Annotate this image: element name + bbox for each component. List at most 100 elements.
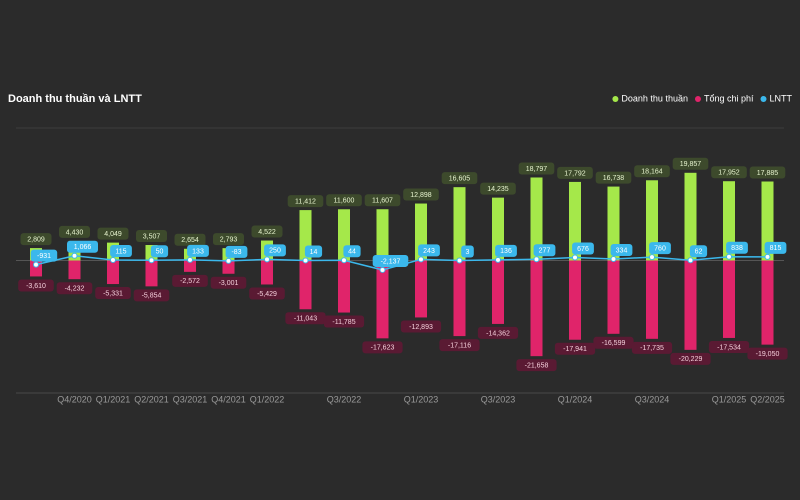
value-label: 334 — [616, 247, 628, 254]
bar — [453, 187, 466, 261]
value-label: 62 — [695, 249, 703, 256]
point — [187, 256, 193, 263]
bar — [222, 260, 235, 274]
point — [110, 256, 116, 263]
bar — [415, 260, 427, 318]
x-tick-label: Q4/2021 — [211, 394, 246, 404]
bar — [684, 260, 697, 350]
bar — [107, 260, 119, 285]
value-label: 250 — [269, 248, 281, 255]
value-label-bg — [133, 289, 170, 302]
value-label-bg — [634, 165, 670, 178]
legend: LNTT Tổng chi phí Doanh thu thuần — [612, 93, 793, 103]
point — [302, 257, 309, 264]
value-label: 2,793 — [220, 237, 238, 244]
value-label-bg — [726, 241, 748, 254]
value-label: 17,952 — [718, 170, 740, 177]
value-label: 4,049 — [104, 231, 122, 238]
point — [456, 257, 463, 264]
value-label: 3,507 — [143, 233, 161, 240]
value-label: 676 — [577, 246, 589, 253]
bar — [261, 260, 273, 285]
value-label: 14 — [310, 249, 318, 256]
value-label: 4,430 — [66, 229, 84, 236]
value-label-bg — [285, 312, 326, 325]
value-label: -3,610 — [26, 283, 46, 290]
value-label-bg — [595, 171, 632, 184]
value-label: 4,522 — [258, 229, 276, 236]
value-label: 11,607 — [372, 198, 393, 205]
point — [687, 257, 694, 264]
value-label: -21,658 — [525, 362, 549, 369]
value-label-bg — [557, 166, 593, 179]
bar — [723, 260, 735, 338]
x-tick-label: Q2/2021 — [134, 394, 169, 404]
bar — [338, 260, 350, 313]
value-label-bg — [304, 245, 323, 258]
bar — [376, 260, 389, 339]
value-label-bg — [461, 245, 474, 258]
value-label: -11,043 — [294, 316, 317, 323]
value-label-bg — [593, 336, 634, 349]
x-tick-label: Q1/2024 — [558, 394, 593, 404]
chart-title: Doanh thu thuần và LNTT — [8, 93, 142, 105]
value-label: 11,412 — [295, 198, 316, 205]
value-label-bg — [554, 342, 596, 355]
value-label-bg — [403, 188, 439, 201]
point — [533, 256, 540, 263]
value-label-bg — [764, 241, 787, 254]
bar — [530, 260, 543, 357]
value-label-bg — [249, 287, 285, 300]
value-label-bg — [136, 230, 167, 243]
value-label-bg — [97, 227, 129, 240]
value-label-bg — [749, 166, 786, 179]
value-label-bg — [150, 245, 169, 258]
bar — [530, 177, 543, 261]
value-label-bg — [747, 347, 788, 360]
value-label: -19,050 — [756, 351, 780, 358]
value-label-bg — [95, 287, 131, 300]
bar — [569, 181, 581, 261]
value-label-bg — [610, 244, 633, 257]
value-label: 136 — [500, 248, 512, 255]
value-label-bg — [323, 315, 365, 328]
value-label: -17,735 — [640, 345, 664, 352]
bar — [569, 260, 581, 340]
legend-swatch — [760, 96, 767, 102]
value-label: 838 — [731, 245, 743, 252]
x-tick-label: Q2/2025 — [750, 394, 785, 404]
point — [379, 266, 386, 273]
point — [610, 256, 617, 263]
x-tick-label: Q3/2022 — [327, 394, 362, 404]
value-label: -2,572 — [180, 278, 200, 285]
value-label: 2,654 — [181, 237, 199, 244]
x-tick-label: Q3/2023 — [481, 394, 516, 404]
value-label: 115 — [115, 248, 126, 255]
value-label-bg — [364, 194, 401, 207]
value-label-bg — [670, 352, 711, 365]
value-label: 17,792 — [564, 170, 586, 177]
value-label: -4,232 — [65, 286, 85, 293]
point — [148, 257, 155, 264]
value-label-bg — [67, 240, 98, 253]
point — [764, 253, 771, 260]
value-label: -5,429 — [257, 291, 277, 298]
value-label: 133 — [192, 248, 204, 255]
value-label-bg — [516, 359, 557, 372]
bar — [145, 260, 158, 287]
value-label-bg — [172, 274, 208, 287]
value-label-bg — [264, 244, 286, 257]
point — [225, 257, 232, 264]
bar — [299, 260, 312, 310]
x-tick-label: Q1/2021 — [96, 394, 131, 404]
value-label: 18,797 — [526, 166, 548, 173]
value-label-bg — [362, 341, 403, 354]
value-label-bg — [59, 225, 90, 238]
bar — [184, 260, 196, 272]
value-label: 3 — [466, 249, 470, 256]
value-label: -5,331 — [103, 290, 123, 297]
value-label: -17,534 — [717, 344, 741, 351]
value-label: 16,605 — [449, 176, 471, 183]
value-label-bg — [30, 249, 58, 262]
point — [572, 254, 578, 261]
